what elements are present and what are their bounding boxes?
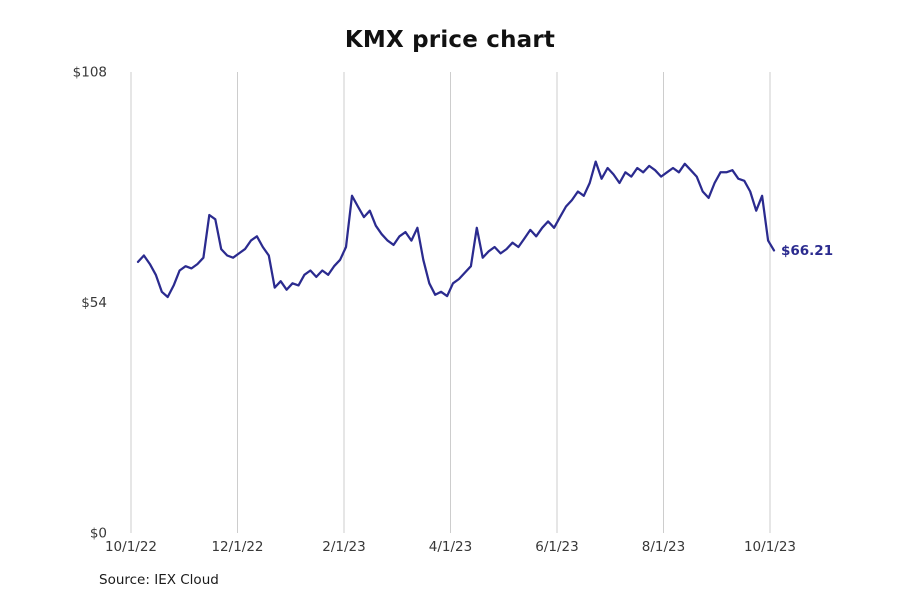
end-price-label: $66.21 xyxy=(781,243,833,259)
y-tick-label: $0 xyxy=(90,526,107,542)
gridlines xyxy=(130,72,771,533)
source-note: Source: IEX Cloud xyxy=(99,572,219,588)
x-tick-label: 10/1/23 xyxy=(744,539,796,555)
y-axis-labels: $0 $54 $108 xyxy=(73,65,107,542)
x-tick-label: 8/1/23 xyxy=(642,539,685,555)
x-tick-label: 2/1/23 xyxy=(322,539,365,555)
price-series: $66.21 xyxy=(136,160,833,299)
x-tick-label: 6/1/23 xyxy=(535,539,578,555)
y-tick-label: $54 xyxy=(81,295,107,311)
y-tick-label: $108 xyxy=(73,65,107,81)
x-axis-labels: 10/1/22 12/1/22 2/1/23 4/1/23 6/1/23 8/1/23 10… xyxy=(105,539,796,555)
x-tick-label: 12/1/22 xyxy=(211,539,263,555)
x-tick-label: 10/1/22 xyxy=(105,539,157,555)
price-line xyxy=(136,160,776,299)
x-tick-label: 4/1/23 xyxy=(429,539,472,555)
chart-title: KMX price chart xyxy=(344,27,556,53)
